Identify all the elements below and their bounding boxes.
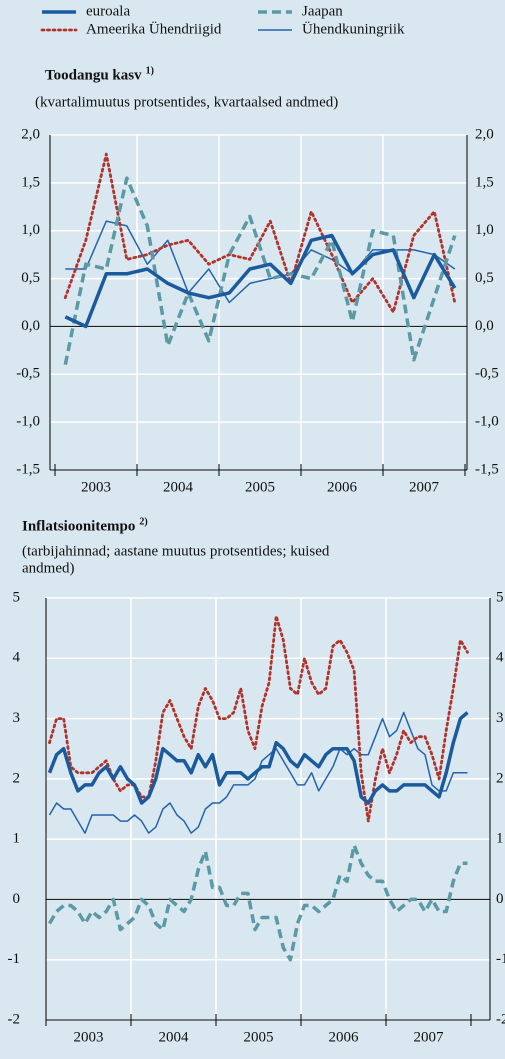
x-tick-label: 2004 — [163, 479, 194, 495]
y-tick-label: -1,5 — [16, 461, 40, 477]
y-tick-label: 5 — [13, 589, 21, 605]
y2-tick-label: 1,5 — [475, 174, 494, 190]
y-tick-label: 4 — [13, 650, 21, 666]
x-tick-label: 2005 — [244, 1029, 274, 1045]
x-tick-label: 2003 — [81, 479, 111, 495]
y-tick-label: 1,0 — [21, 222, 40, 238]
title-note: 1) — [146, 65, 154, 76]
y-tick-label: 2,0 — [21, 126, 40, 142]
y2-tick-label: -0,5 — [475, 366, 499, 382]
y2-tick-label: 0,5 — [475, 270, 494, 286]
x-tick-label: 2006 — [327, 479, 358, 495]
y2-tick-label: 0 — [496, 891, 504, 907]
y2-tick-label: -1,5 — [475, 461, 499, 477]
y-tick-label: 0,5 — [21, 270, 40, 286]
y2-tick-label: 1 — [496, 831, 504, 847]
chart-subtitle: andmed) — [22, 560, 74, 576]
chart-subtitle: (kvartalimuutus protsentides, kvartaalse… — [35, 94, 338, 110]
x-tick-label: 2004 — [159, 1029, 190, 1045]
series-line — [64, 233, 457, 329]
y-tick-label: -1,0 — [16, 414, 40, 430]
series-line — [63, 176, 457, 366]
series-line — [65, 220, 456, 304]
y2-tick-label: 1,0 — [475, 222, 494, 238]
y2-tick-label: 4 — [496, 650, 504, 666]
y2-tick-label: -1,0 — [475, 414, 499, 430]
x-tick-label: 2006 — [329, 1029, 360, 1045]
y-tick-label: -1 — [8, 951, 21, 967]
legend-label: euroala — [86, 3, 130, 19]
y-tick-label: 2 — [13, 770, 21, 786]
legend-label: Ameerika Ühendriigid — [86, 20, 222, 37]
y2-tick-label: 5 — [496, 589, 504, 605]
legend-label: Jaapan — [302, 3, 343, 19]
y-tick-label: -2 — [8, 1011, 21, 1027]
title-note: 2) — [139, 516, 147, 527]
x-tick-label: 2007 — [409, 479, 440, 495]
series-line — [47, 711, 469, 805]
x-tick-label: 2007 — [414, 1029, 445, 1045]
chart-title: Inflatsioonitempo — [22, 518, 135, 534]
y2-tick-label: 3 — [496, 710, 504, 726]
y2-tick-label: -2 — [496, 1011, 505, 1027]
chart-title: Toodangu kasv — [45, 67, 142, 83]
x-tick-label: 2003 — [74, 1029, 104, 1045]
y2-tick-label: 2 — [496, 770, 504, 786]
legend-label: Ühendkuningriik — [302, 20, 405, 37]
series-line — [47, 843, 468, 962]
y-tick-label: 0 — [13, 891, 21, 907]
y-tick-label: 1 — [13, 831, 21, 847]
y2-tick-label: -1 — [496, 951, 505, 967]
chart-subtitle: (tarbijahinnad; aastane muutus protsenti… — [22, 543, 330, 559]
x-tick-label: 2005 — [245, 479, 275, 495]
y-tick-label: -0,5 — [16, 366, 40, 382]
y-tick-label: 0,0 — [21, 318, 40, 334]
series-line — [63, 152, 457, 314]
y2-tick-label: 0,0 — [475, 318, 494, 334]
series-line — [48, 614, 469, 823]
y-tick-label: 3 — [13, 710, 21, 726]
y-tick-label: 1,5 — [21, 174, 40, 190]
y2-tick-label: 2,0 — [475, 126, 494, 142]
